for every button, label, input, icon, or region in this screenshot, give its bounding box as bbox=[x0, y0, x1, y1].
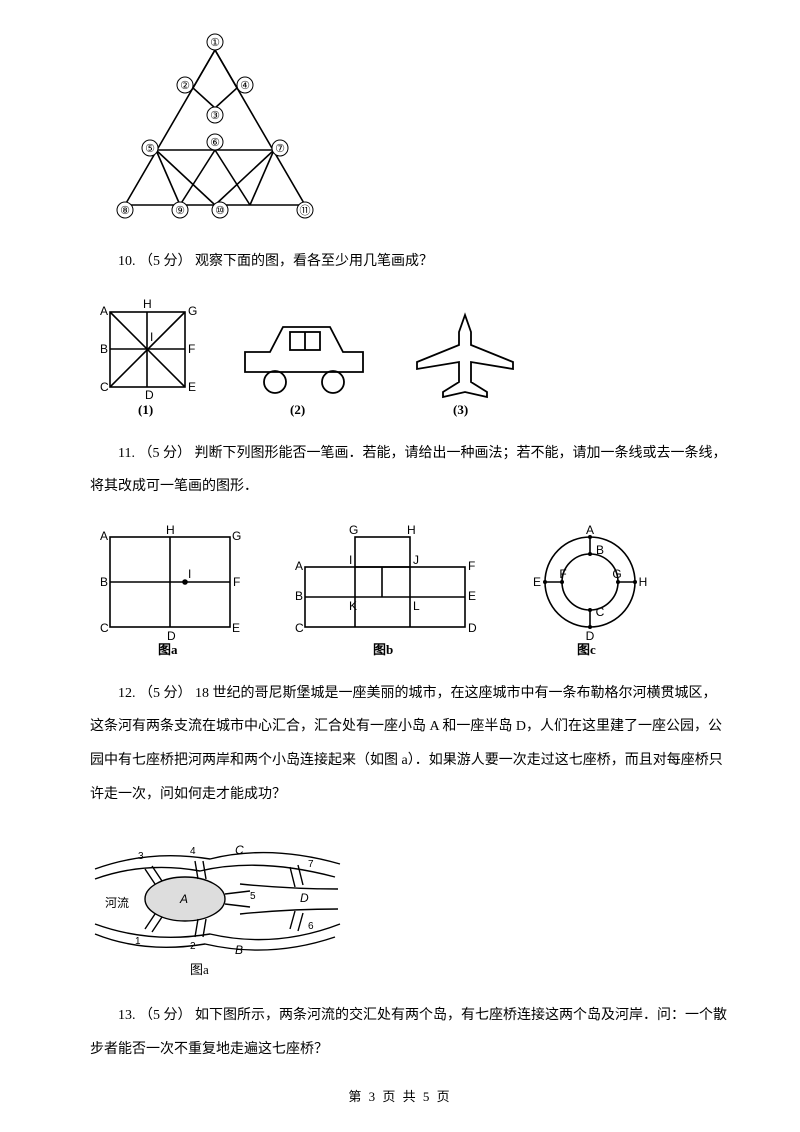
svg-text:⑨: ⑨ bbox=[175, 205, 185, 217]
svg-text:①: ① bbox=[210, 37, 220, 49]
svg-text:E: E bbox=[232, 621, 240, 635]
svg-text:G: G bbox=[188, 304, 197, 318]
svg-text:J: J bbox=[413, 553, 419, 567]
svg-text:⑦: ⑦ bbox=[275, 143, 285, 155]
svg-text:F: F bbox=[233, 575, 240, 589]
svg-text:L: L bbox=[413, 599, 420, 613]
svg-text:H: H bbox=[407, 523, 416, 537]
q11-figa: A B C D E F G H I 图a bbox=[90, 522, 255, 657]
svg-text:2: 2 bbox=[190, 941, 196, 952]
q11-figb: A B C D E F G H I J K L 图b bbox=[285, 522, 485, 657]
svg-text:(2): (2) bbox=[290, 402, 305, 417]
svg-text:D: D bbox=[145, 388, 154, 402]
svg-text:B: B bbox=[295, 589, 303, 603]
svg-text:②: ② bbox=[180, 80, 190, 92]
q12-num: 12. bbox=[118, 686, 136, 701]
svg-text:D: D bbox=[167, 629, 176, 643]
svg-text:河流: 河流 bbox=[105, 896, 129, 910]
svg-text:⑪: ⑪ bbox=[300, 204, 311, 217]
figure-q10: A B C D E F G H I (1) (2) (3) bbox=[90, 297, 730, 417]
svg-text:⑥: ⑥ bbox=[210, 137, 220, 149]
svg-text:E: E bbox=[468, 589, 476, 603]
svg-text:图a: 图a bbox=[190, 962, 209, 977]
svg-text:E: E bbox=[188, 380, 196, 394]
svg-text:C: C bbox=[295, 621, 304, 635]
svg-text:图b: 图b bbox=[373, 642, 393, 657]
svg-text:图a: 图a bbox=[158, 642, 178, 657]
svg-text:B: B bbox=[596, 543, 604, 557]
svg-text:E: E bbox=[533, 575, 541, 589]
svg-text:4: 4 bbox=[190, 846, 196, 857]
q10-fig1: A B C D E F G H I (1) bbox=[90, 297, 205, 417]
svg-text:(3): (3) bbox=[453, 402, 468, 417]
svg-text:K: K bbox=[349, 599, 357, 613]
svg-text:F: F bbox=[468, 559, 475, 573]
svg-text:C: C bbox=[100, 621, 109, 635]
figure-top-triangle: ① ② ③ ④ ⑤ ⑥ ⑦ ⑧ ⑨ ⑩ ⑪ bbox=[90, 30, 730, 225]
figure-q11: A B C D E F G H I 图a A B C D E F G bbox=[90, 522, 730, 657]
q10-pts: （5 分） bbox=[139, 254, 192, 269]
q11-figc: A B C D E F G H 图c bbox=[515, 522, 665, 657]
svg-text:C: C bbox=[235, 843, 244, 857]
svg-text:③: ③ bbox=[210, 110, 220, 122]
svg-text:A: A bbox=[100, 529, 108, 543]
svg-text:图c: 图c bbox=[577, 642, 596, 657]
svg-text:I: I bbox=[349, 553, 352, 567]
svg-text:7: 7 bbox=[308, 859, 314, 870]
svg-text:A: A bbox=[100, 304, 108, 318]
q10-text: 观察下面的图，看各至少用几笔画成？ bbox=[195, 254, 433, 269]
figure-q12: A C D B 1 2 3 4 5 6 7 河流 图a bbox=[90, 829, 730, 979]
question-12: 12. （5 分） 18 世纪的哥尼斯堡城是一座美丽的城市，在这座城市中有一条布… bbox=[90, 677, 730, 811]
svg-text:D: D bbox=[586, 629, 595, 643]
q10-fig2: (2) bbox=[235, 307, 375, 417]
svg-text:⑧: ⑧ bbox=[120, 205, 130, 217]
svg-text:I: I bbox=[150, 330, 153, 344]
svg-text:A: A bbox=[295, 559, 303, 573]
svg-text:G: G bbox=[349, 523, 358, 537]
svg-text:⑤: ⑤ bbox=[145, 143, 155, 155]
q12-pts: （5 分） bbox=[139, 686, 192, 701]
svg-text:F: F bbox=[559, 567, 566, 581]
question-13: 13. （5 分） 如下图所示，两条河流的交汇处有两个岛，有七座桥连接这两个岛及… bbox=[90, 999, 730, 1066]
svg-text:(1): (1) bbox=[138, 402, 153, 417]
question-11: 11. （5 分） 判断下列图形能否一笔画．若能，请给出一种画法；若不能，请加一… bbox=[90, 437, 730, 504]
svg-text:H: H bbox=[639, 575, 648, 589]
svg-text:G: G bbox=[232, 529, 241, 543]
svg-text:5: 5 bbox=[250, 891, 256, 902]
svg-text:3: 3 bbox=[138, 851, 144, 862]
svg-text:6: 6 bbox=[308, 921, 314, 932]
svg-text:B: B bbox=[235, 943, 243, 957]
svg-text:B: B bbox=[100, 575, 108, 589]
svg-text:H: H bbox=[143, 297, 152, 311]
page-footer: 第 3 页 共 5 页 bbox=[0, 1085, 800, 1108]
konigsberg-svg: A C D B 1 2 3 4 5 6 7 河流 图a bbox=[90, 829, 350, 979]
svg-text:F: F bbox=[188, 342, 195, 356]
svg-text:I: I bbox=[188, 567, 191, 581]
svg-text:⑩: ⑩ bbox=[215, 205, 225, 217]
question-10: 10. （5 分） 观察下面的图，看各至少用几笔画成？ bbox=[90, 245, 730, 279]
q10-num: 10. bbox=[118, 254, 136, 269]
q13-num: 13. bbox=[118, 1008, 136, 1023]
svg-text:A: A bbox=[179, 892, 188, 906]
svg-text:H: H bbox=[166, 523, 175, 537]
svg-text:D: D bbox=[300, 891, 309, 905]
svg-text:G: G bbox=[612, 567, 621, 581]
q12-text: 18 世纪的哥尼斯堡城是一座美丽的城市，在这座城市中有一条布勒格尔河横贯城区，这… bbox=[90, 686, 723, 802]
q11-num: 11. bbox=[118, 446, 135, 461]
svg-text:④: ④ bbox=[240, 80, 250, 92]
triangle-numbered-svg: ① ② ③ ④ ⑤ ⑥ ⑦ ⑧ ⑨ ⑩ ⑪ bbox=[90, 30, 340, 225]
svg-text:1: 1 bbox=[135, 936, 141, 947]
q10-fig3: (3) bbox=[405, 307, 525, 417]
q11-pts: （5 分） bbox=[138, 446, 191, 461]
svg-text:D: D bbox=[468, 621, 477, 635]
svg-text:C: C bbox=[596, 605, 605, 619]
svg-text:A: A bbox=[586, 523, 594, 537]
q13-pts: （5 分） bbox=[139, 1008, 192, 1023]
svg-text:B: B bbox=[100, 342, 108, 356]
svg-text:C: C bbox=[100, 380, 109, 394]
